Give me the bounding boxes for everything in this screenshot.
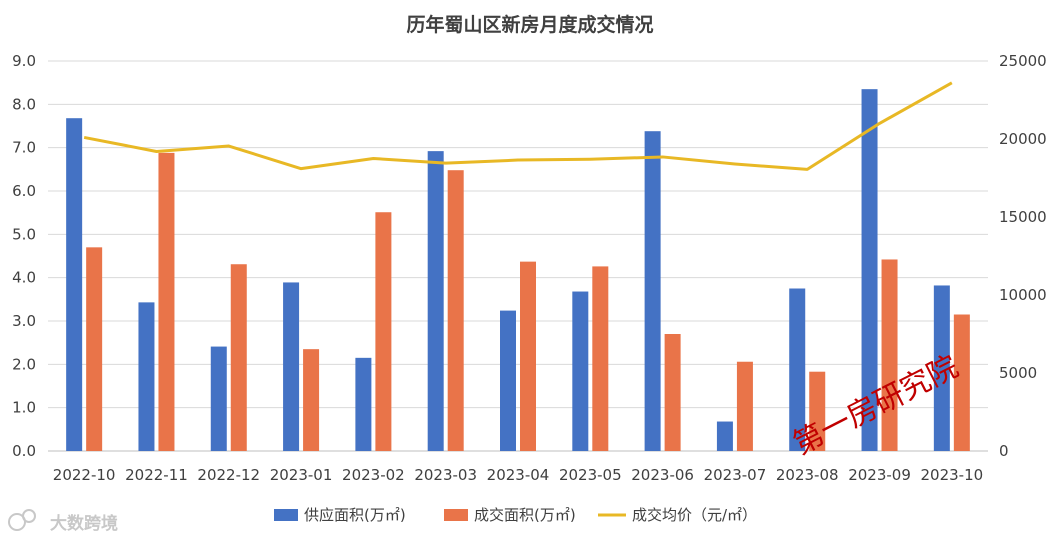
x-tick-label: 2023-03	[414, 466, 477, 484]
bar-sales	[953, 314, 970, 451]
watermark-corner-text: 大数跨境	[50, 513, 118, 534]
right-tick-label: 0	[999, 442, 1009, 460]
bar-sales	[230, 264, 247, 451]
left-tick-label: 0.0	[12, 442, 36, 460]
bar-supply	[66, 118, 83, 451]
x-tick-label: 2023-10	[921, 466, 984, 484]
x-tick-label: 2023-06	[631, 466, 694, 484]
bar-supply	[500, 310, 516, 451]
x-tick-label: 2023-05	[559, 466, 622, 484]
left-tick-label: 5.0	[12, 225, 36, 243]
x-tick-label: 2023-09	[848, 466, 911, 484]
right-axis: 0 5000 10000 15000 20000 25000	[999, 52, 1047, 460]
left-axis: 0.0 1.0 2.0 3.0 4.0 5.0 6.0 7.0 8.0 9.0	[12, 52, 36, 460]
watermark-corner: 大数跨境	[8, 509, 118, 534]
right-tick-label: 5000	[999, 364, 1037, 382]
legend: 供应面积(万㎡) 成交面积(万㎡) 成交均价（元/㎡）	[274, 506, 757, 524]
right-tick-label: 25000	[999, 52, 1047, 70]
bar-sales	[592, 266, 609, 451]
right-tick-label: 15000	[999, 208, 1047, 226]
bar-supply	[861, 89, 878, 452]
price-line	[83, 81, 953, 171]
x-tick-label: 2023-02	[342, 466, 405, 484]
legend-label: 供应面积(万㎡)	[304, 506, 406, 524]
legend-label: 成交均价（元/㎡）	[632, 506, 757, 524]
bar-sales	[736, 361, 753, 451]
x-tick-label: 2023-08	[776, 466, 839, 484]
watermark-logo-icon	[8, 509, 36, 531]
bar-sales	[303, 349, 320, 451]
bar-supply	[789, 288, 806, 451]
chart-title: 历年蜀山区新房月度成交情况	[406, 13, 653, 36]
bar-sales	[158, 152, 175, 451]
bar-sales	[881, 259, 898, 451]
bar-supply	[210, 346, 227, 451]
left-tick-label: 4.0	[12, 269, 36, 287]
x-tick-label: 2023-04	[487, 466, 550, 484]
bar-sales	[86, 247, 103, 451]
bar-sales	[664, 334, 681, 451]
bar-supply	[716, 421, 733, 451]
line-series	[83, 81, 953, 171]
right-tick-label: 20000	[999, 130, 1047, 148]
bar-series	[66, 89, 970, 452]
x-tick-label: 2023-07	[704, 466, 767, 484]
bar-supply	[572, 291, 589, 451]
x-tick-label: 2022-12	[197, 466, 260, 484]
legend-swatch	[444, 509, 468, 521]
bar-supply	[427, 151, 444, 451]
bar-supply	[138, 302, 155, 451]
bar-supply	[644, 131, 661, 451]
left-tick-label: 8.0	[12, 95, 36, 113]
bar-sales	[447, 170, 464, 451]
left-tick-label: 3.0	[12, 312, 36, 330]
bar-supply	[355, 357, 372, 451]
bar-sales	[809, 371, 826, 451]
x-tick-label: 2022-10	[53, 466, 116, 484]
x-tick-label: 2022-11	[125, 466, 188, 484]
x-axis: 2022-10 2022-11 2022-12 2023-01 2023-02 2023-…	[53, 466, 983, 484]
left-tick-label: 6.0	[12, 182, 36, 200]
bar-supply	[283, 282, 300, 451]
x-tick-label: 2023-01	[270, 466, 333, 484]
left-tick-label: 7.0	[12, 139, 36, 157]
bar-sales	[520, 261, 536, 451]
bar-supply	[933, 285, 950, 451]
left-tick-label: 1.0	[12, 399, 36, 417]
left-tick-label: 9.0	[12, 52, 36, 70]
left-tick-label: 2.0	[12, 355, 36, 373]
right-tick-label: 10000	[999, 286, 1047, 304]
legend-swatch	[274, 509, 298, 521]
gridlines	[48, 60, 988, 452]
bar-sales	[375, 212, 392, 451]
legend-label: 成交面积(万㎡)	[474, 506, 576, 524]
